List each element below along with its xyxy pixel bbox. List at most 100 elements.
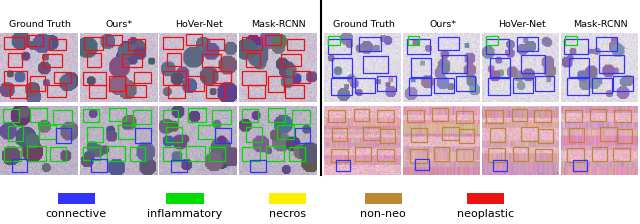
Bar bbox=[186, 34, 202, 45]
Bar bbox=[243, 109, 258, 122]
Bar bbox=[438, 37, 460, 50]
Bar bbox=[134, 72, 151, 83]
Bar bbox=[336, 160, 350, 171]
Text: Mask-RCNN: Mask-RCNN bbox=[251, 20, 306, 29]
Bar bbox=[83, 72, 106, 85]
Text: neoplastic: neoplastic bbox=[457, 209, 515, 219]
Bar bbox=[355, 147, 371, 161]
Bar bbox=[456, 76, 475, 91]
Bar bbox=[614, 76, 633, 91]
Bar bbox=[600, 56, 624, 73]
Bar bbox=[359, 37, 381, 51]
Bar bbox=[377, 110, 394, 122]
Bar bbox=[28, 35, 43, 46]
Text: HoVer-Net: HoVer-Net bbox=[175, 20, 223, 29]
Bar bbox=[243, 71, 266, 85]
Bar bbox=[166, 193, 204, 204]
Bar bbox=[591, 109, 606, 121]
Bar bbox=[408, 36, 419, 45]
Bar bbox=[285, 85, 304, 98]
Bar bbox=[248, 85, 265, 98]
Bar bbox=[166, 127, 182, 142]
Bar bbox=[128, 39, 145, 50]
Bar bbox=[135, 128, 150, 143]
Bar bbox=[167, 53, 181, 66]
Bar bbox=[332, 149, 348, 162]
Bar bbox=[411, 58, 431, 77]
Bar bbox=[569, 58, 589, 77]
Bar bbox=[600, 127, 617, 141]
Bar bbox=[432, 108, 447, 121]
Text: Ours*: Ours* bbox=[106, 20, 133, 29]
Bar bbox=[488, 149, 505, 162]
Bar bbox=[84, 37, 103, 50]
Bar bbox=[513, 78, 533, 93]
Text: Ground Truth: Ground Truth bbox=[333, 20, 395, 29]
Text: connective: connective bbox=[45, 209, 107, 219]
Bar bbox=[459, 129, 474, 143]
Bar bbox=[47, 85, 66, 97]
Bar bbox=[213, 71, 230, 83]
Bar bbox=[268, 76, 284, 92]
Bar bbox=[287, 39, 304, 50]
Bar bbox=[564, 110, 582, 122]
Bar bbox=[83, 109, 99, 122]
Bar bbox=[407, 39, 430, 54]
Bar bbox=[127, 85, 146, 97]
Bar bbox=[535, 76, 554, 91]
Bar bbox=[490, 128, 506, 142]
Bar bbox=[212, 110, 230, 124]
Bar bbox=[355, 78, 375, 93]
Bar bbox=[163, 110, 179, 122]
Bar bbox=[407, 110, 424, 122]
Bar bbox=[163, 71, 186, 85]
Bar bbox=[467, 193, 504, 204]
Text: Ground Truth: Ground Truth bbox=[9, 20, 70, 29]
Bar bbox=[109, 108, 127, 121]
Bar bbox=[58, 193, 95, 204]
Bar bbox=[573, 160, 586, 171]
Bar bbox=[434, 78, 454, 93]
Bar bbox=[292, 110, 310, 124]
Bar bbox=[332, 128, 348, 141]
Bar bbox=[29, 108, 47, 122]
Bar bbox=[215, 128, 231, 143]
Bar bbox=[268, 108, 285, 122]
Bar bbox=[534, 149, 552, 161]
Bar bbox=[130, 147, 145, 161]
Bar bbox=[168, 86, 186, 98]
Bar bbox=[107, 146, 125, 161]
Text: necros: necros bbox=[269, 209, 306, 219]
Bar bbox=[207, 39, 224, 50]
Bar bbox=[410, 78, 431, 95]
Bar bbox=[538, 129, 553, 143]
Bar bbox=[486, 39, 509, 54]
Bar bbox=[53, 110, 72, 124]
Bar bbox=[332, 58, 352, 77]
Bar bbox=[118, 125, 135, 139]
Bar bbox=[521, 56, 545, 73]
Bar bbox=[493, 159, 508, 170]
Bar bbox=[56, 128, 71, 143]
Bar bbox=[569, 128, 584, 142]
Bar bbox=[188, 108, 205, 122]
Bar bbox=[49, 39, 66, 50]
Bar bbox=[186, 146, 205, 161]
Bar bbox=[516, 37, 538, 51]
Bar bbox=[266, 146, 284, 161]
Bar bbox=[8, 126, 23, 142]
Bar bbox=[54, 72, 72, 83]
Bar bbox=[617, 129, 632, 143]
Bar bbox=[4, 147, 21, 161]
Bar bbox=[51, 147, 66, 161]
Bar bbox=[122, 54, 141, 67]
Bar bbox=[172, 160, 187, 172]
Text: Mask-RCNN: Mask-RCNN bbox=[573, 20, 628, 29]
Bar bbox=[596, 37, 618, 51]
Bar bbox=[513, 147, 529, 161]
Bar bbox=[132, 110, 151, 124]
Bar bbox=[456, 149, 472, 161]
Bar bbox=[592, 147, 607, 161]
Bar bbox=[266, 35, 281, 45]
Bar bbox=[281, 54, 301, 66]
